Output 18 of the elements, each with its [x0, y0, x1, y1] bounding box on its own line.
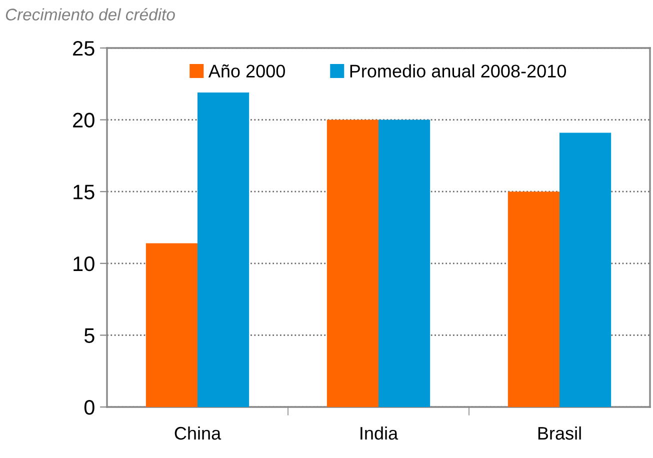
x-tick-label: China	[174, 426, 222, 440]
x-tick-label: Brasil	[538, 426, 581, 440]
bar	[146, 243, 198, 407]
bar	[198, 92, 250, 407]
chart-title: Crecimiento del crédito	[6, 8, 175, 20]
legend-label: Año 2000	[208, 64, 285, 78]
y-tick-label: 15	[74, 184, 94, 200]
bar	[560, 132, 612, 407]
y-tick-label: 25	[73, 41, 94, 56]
y-tick-label: 20	[73, 112, 94, 128]
x-tick-label: India	[360, 426, 398, 440]
bar	[326, 120, 378, 407]
legend-label: Promedio anual 2008-2010	[350, 64, 566, 78]
y-tick-label: 10	[74, 256, 94, 272]
bar	[508, 192, 560, 407]
y-tick-label: 5	[84, 328, 94, 343]
y-tick-label: 0	[84, 400, 94, 415]
bar	[378, 120, 430, 407]
